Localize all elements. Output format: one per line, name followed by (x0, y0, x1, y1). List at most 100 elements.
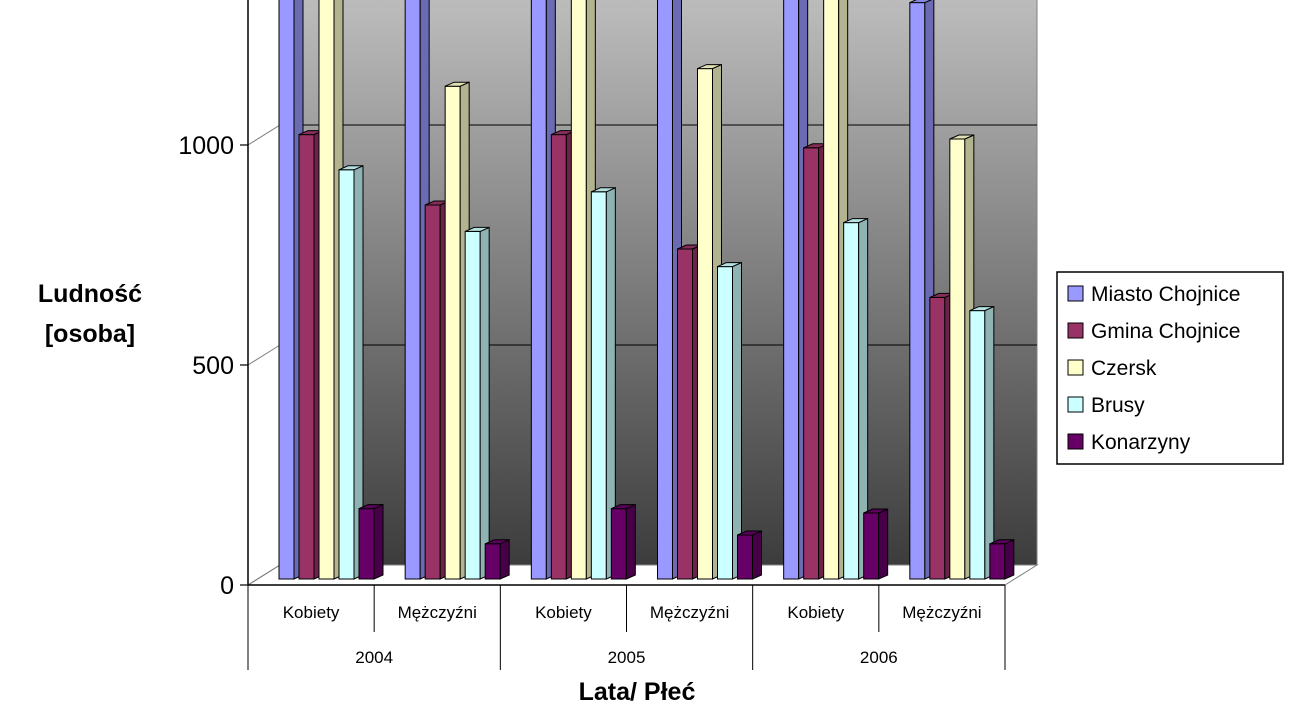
bar-top (909, 0, 932, 4)
legend-label-3: Brusy (1091, 394, 1145, 417)
bar-front (570, 0, 587, 580)
bar-5-4 (989, 539, 1015, 580)
bar-1-4 (484, 539, 510, 580)
bar-top (717, 262, 742, 268)
category-label-2: Kobiety (535, 603, 592, 622)
bar-side (984, 305, 995, 580)
bar-5-3 (969, 305, 995, 580)
side-wall-panel (247, 0, 281, 586)
bar-front (358, 508, 375, 580)
bar-top (591, 187, 616, 193)
bar-front (298, 134, 315, 580)
bar-front (803, 147, 820, 580)
bar-2-4 (610, 503, 636, 580)
bar-side (479, 226, 490, 580)
category-label-0: Kobiety (283, 603, 340, 622)
bar-3-3 (717, 261, 742, 580)
side-gridline-1000 (247, 124, 281, 146)
legend-label-2: Czersk (1091, 357, 1157, 380)
bar-front (783, 0, 800, 580)
legend-label-4: Konarzyny (1091, 431, 1191, 454)
bar-top (611, 504, 636, 510)
bar-top (444, 81, 470, 87)
bar-side (732, 261, 742, 580)
bar-side (752, 530, 762, 580)
bar-front (677, 248, 693, 580)
category-labels: Kobiety Mężczyźni Kobiety Mężczyźni Kobiety M… (247, 585, 1006, 670)
bar-top (484, 539, 510, 545)
side-gridline-500 (247, 344, 281, 366)
bar-front (697, 68, 713, 580)
bar-3-4 (737, 530, 762, 580)
category-label-1: Mężczyźni (398, 603, 477, 622)
bar-front (823, 0, 840, 580)
bar-front (530, 0, 547, 580)
bar-front (610, 508, 627, 580)
year-labels: 2004 2005 2006 (355, 648, 897, 667)
bar-top (358, 504, 384, 510)
bar-front (843, 222, 860, 580)
bar-front (338, 169, 355, 580)
legend: Miasto Chojnice Gmina Chojnice Czersk Brusy… (1056, 271, 1284, 465)
bar-1-3 (464, 226, 490, 580)
legend-swatch-1 (1067, 322, 1084, 339)
bar-front (444, 85, 461, 580)
bar-front (989, 543, 1006, 580)
y-tick-label-0: 0 (220, 572, 234, 600)
bar-front (278, 0, 295, 580)
y-axis-title-line-2: [osoba] (45, 320, 135, 348)
legend-swatch-2 (1067, 359, 1084, 376)
y-tick-labels: 05001000150020002500 (178, 132, 248, 600)
category-label-5: Mężczyźni (902, 603, 981, 622)
bar-top (989, 539, 1015, 545)
bar-top (949, 134, 975, 140)
bar-side (373, 503, 384, 580)
bar-top (338, 165, 364, 171)
bar-front (863, 512, 880, 580)
bar-top (863, 508, 888, 514)
bar-top (697, 64, 722, 70)
category-label-3: Mężczyźni (650, 603, 729, 622)
bar-front (404, 0, 421, 580)
bar-front (737, 534, 753, 580)
legend-swatch-4 (1067, 433, 1084, 450)
bar-top (843, 218, 868, 224)
bar-2-3 (590, 187, 616, 580)
bar-front (318, 0, 335, 580)
bar-front (464, 230, 481, 580)
legend-box (1056, 271, 1284, 465)
year-label-2005: 2005 (608, 648, 646, 667)
bar-top (969, 306, 995, 312)
bar-front (909, 2, 926, 580)
bar-front (929, 296, 946, 580)
bar-front (717, 266, 733, 580)
bar-side (878, 508, 889, 580)
bar-front (424, 204, 441, 580)
legend-label-0: Miasto Chojnice (1091, 283, 1240, 306)
bar-side (1004, 539, 1015, 580)
legend-swatch-3 (1067, 396, 1084, 413)
x-axis-title: Lata/ Płeć (579, 678, 696, 706)
bar-front (550, 134, 567, 580)
bar-side (625, 503, 636, 580)
category-label-4: Kobiety (787, 603, 844, 622)
bar-side (499, 539, 510, 580)
legend-swatch-0 (1067, 285, 1084, 302)
bar-0-4 (358, 503, 384, 580)
legend-label-1: Gmina Chojnice (1091, 320, 1240, 343)
bar-front (657, 0, 673, 580)
bar-top (737, 530, 762, 536)
bar-front (484, 543, 501, 580)
year-label-2004: 2004 (355, 648, 393, 667)
bar-4-3 (843, 217, 869, 580)
year-label-2006: 2006 (860, 648, 898, 667)
y-tick-label-500: 500 (192, 352, 234, 380)
side-gridline-0 (247, 564, 281, 586)
y-axis-title-line-1: Ludność (38, 280, 142, 308)
bar-front (949, 138, 966, 580)
bar-4-4 (863, 508, 889, 580)
bar-front (969, 310, 986, 580)
bar-front (590, 191, 607, 580)
bar-top (464, 226, 490, 232)
